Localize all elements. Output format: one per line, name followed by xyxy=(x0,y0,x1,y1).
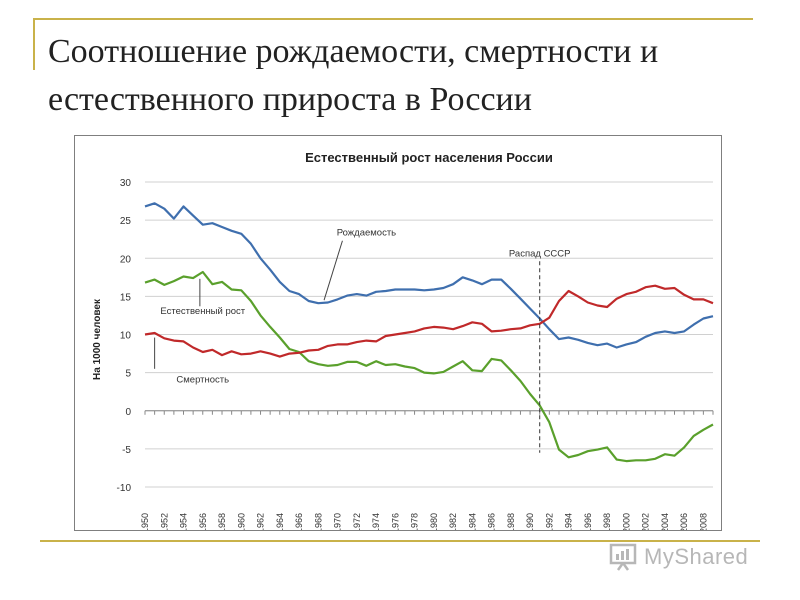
population-chart: Естественный рост населения России 30 25 20… xyxy=(92,150,714,530)
series-line-1 xyxy=(144,202,714,349)
x-tick-label: 1994 xyxy=(564,513,574,530)
annotation-ussr: Распад СССР xyxy=(509,249,571,260)
x-tick-label: 1976 xyxy=(390,513,400,530)
y-tick-label: 25 xyxy=(120,216,132,227)
x-tick-label: 1978 xyxy=(410,513,420,530)
bottom-rule xyxy=(40,540,760,542)
series-line-3 xyxy=(144,284,714,358)
x-tick-label: 1950 xyxy=(140,513,150,530)
x-tick-label: 2000 xyxy=(621,513,631,530)
x-tick-label: 1962 xyxy=(256,513,266,530)
y-tick-label: 20 xyxy=(120,254,132,265)
x-tick-label: 1984 xyxy=(467,513,477,530)
y-tick-label: 0 xyxy=(125,407,131,418)
x-tick-label: 1960 xyxy=(236,513,246,530)
x-tick-label: 1998 xyxy=(602,513,612,530)
left-rule xyxy=(33,18,35,70)
y-tick-label: 15 xyxy=(120,292,132,303)
chart-title: Естественный рост населения России xyxy=(305,150,553,165)
x-tick-label: 1964 xyxy=(275,513,285,530)
x-tick-label: 1990 xyxy=(525,513,535,530)
top-rule xyxy=(35,18,753,20)
x-tick-label: 1958 xyxy=(217,513,227,530)
presentation-icon xyxy=(609,543,637,571)
x-tick-label: 2006 xyxy=(679,513,689,530)
series-line-2 xyxy=(144,270,714,463)
x-tick-label: 1974 xyxy=(371,513,381,530)
x-tick-label: 2004 xyxy=(660,513,670,530)
x-tick-label: 1970 xyxy=(333,513,343,530)
x-tick-label: 1954 xyxy=(179,513,189,530)
x-tick-label: 1980 xyxy=(429,513,439,530)
x-tick-label: 2008 xyxy=(698,513,708,530)
x-tick-label: 1992 xyxy=(544,513,554,530)
x-tick-label: 1968 xyxy=(313,513,323,530)
x-tick-label: 1988 xyxy=(506,513,516,530)
x-tick-label: 1986 xyxy=(487,513,497,530)
x-tick-label: 1972 xyxy=(352,513,362,530)
y-tick-label: 5 xyxy=(125,369,131,380)
watermark-text: MyShared xyxy=(644,544,749,569)
annotation-leader xyxy=(323,240,343,301)
chart-frame: Естественный рост населения России 30 25 20… xyxy=(74,135,722,531)
y-tick-label: 30 xyxy=(120,178,132,189)
watermark: MyShared xyxy=(608,540,748,574)
x-tick-label: 2002 xyxy=(641,513,651,530)
y-axis-label: На 1000 человек xyxy=(92,298,103,380)
y-tick-label: -10 xyxy=(117,483,132,494)
y-tick-label: -5 xyxy=(122,445,131,456)
x-tick-label: 1966 xyxy=(294,513,304,530)
x-tick-label: 1952 xyxy=(159,513,169,530)
slide-title: Соотношение рождаемости, смертности и ес… xyxy=(48,33,659,118)
x-tick-label: 1982 xyxy=(448,513,458,530)
y-tick-label: 10 xyxy=(120,331,132,342)
x-tick-label: 1956 xyxy=(198,513,208,530)
annotation-natural-growth: Естественный рост xyxy=(160,306,245,317)
annotation-mortality: Смертность xyxy=(176,375,229,386)
annotation-birth-rate: Рождаемость xyxy=(337,227,396,238)
x-tick-label: 1996 xyxy=(583,513,593,530)
